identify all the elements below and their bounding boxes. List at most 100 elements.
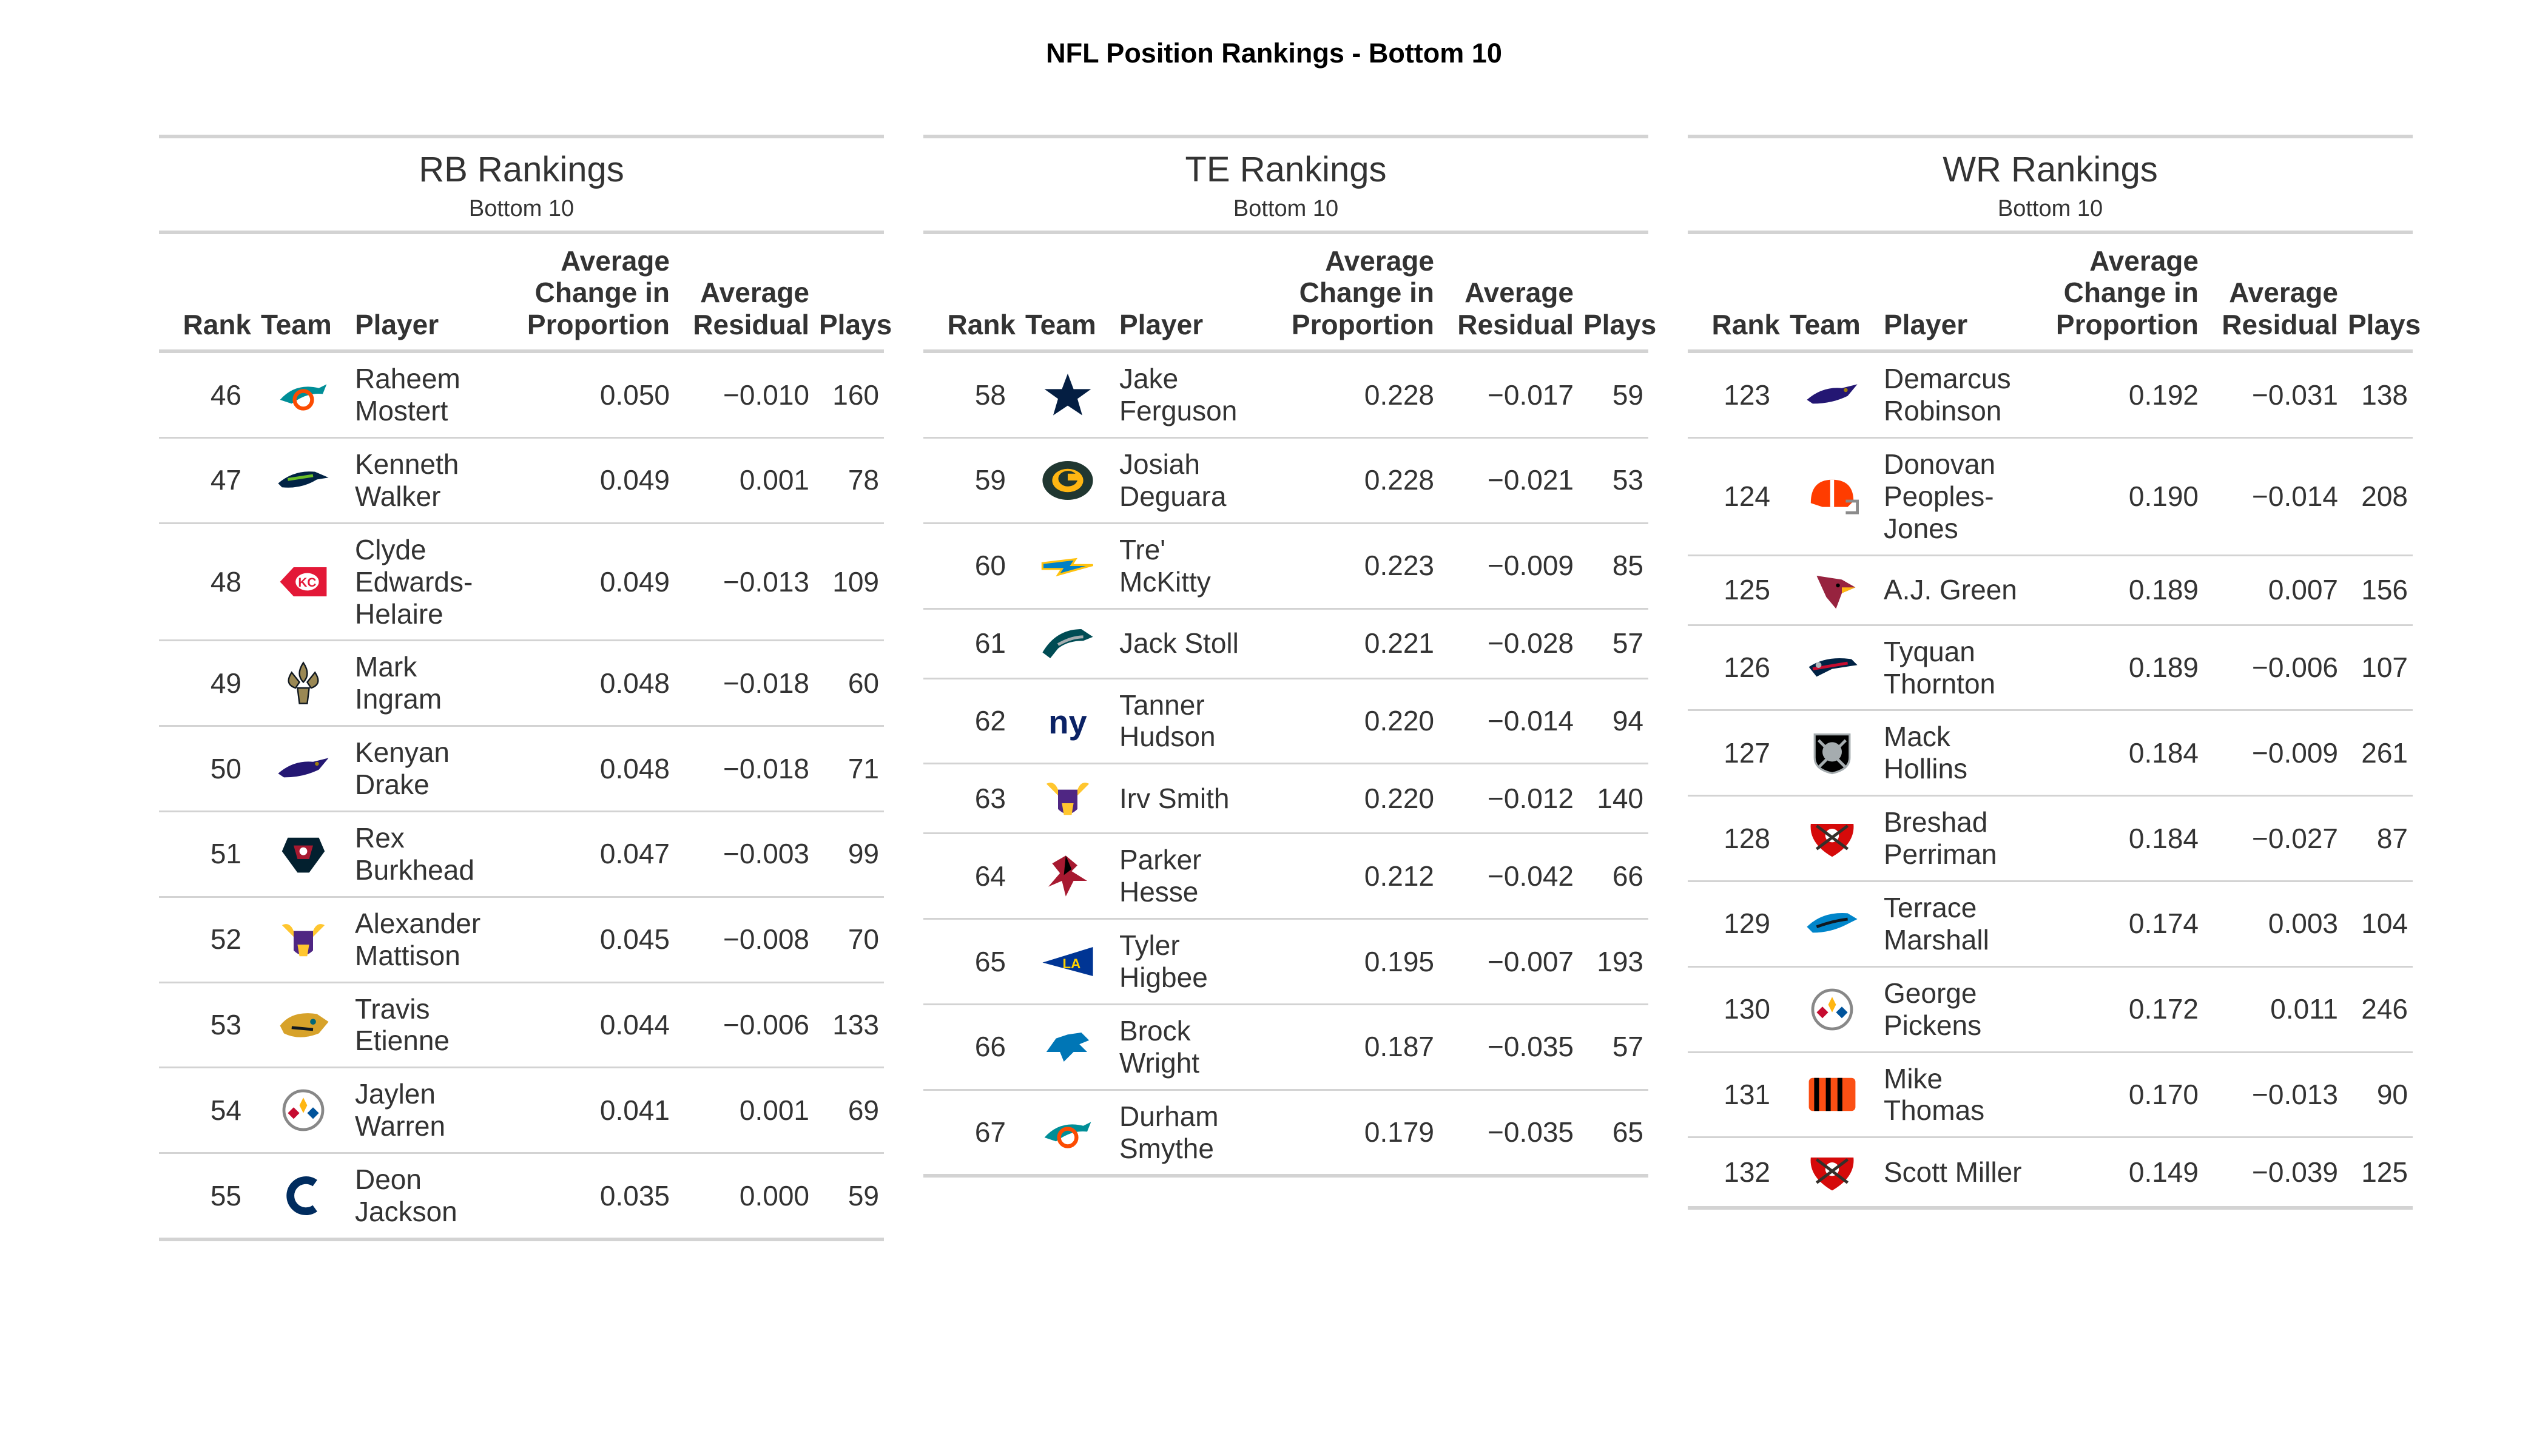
avg-change-cell: 0.170 (2031, 1052, 2203, 1139)
bengals-logo-icon (1803, 1070, 1861, 1119)
panthers-logo-icon (1803, 900, 1861, 948)
cowboys-logo-icon (1039, 371, 1097, 419)
player-cell: A.J. Green (1879, 555, 2031, 626)
table-row: 53 Travis Etienne 0.044 −0.006 133 (159, 982, 884, 1069)
header-team: Team (1785, 234, 1879, 354)
player-cell: Donovan Peoples-Jones (1879, 437, 2031, 556)
plays-cell: 246 (2343, 966, 2413, 1053)
player-cell: Tanner Hudson (1114, 678, 1266, 765)
avg-change-cell: 0.049 (502, 437, 675, 524)
team-cell (1785, 795, 1879, 882)
player-cell: Durham Smythe (1114, 1090, 1266, 1178)
player-cell: Jack Stoll (1114, 608, 1266, 679)
player-cell: Jake Ferguson (1114, 351, 1266, 439)
avg-change-cell: 0.172 (2031, 966, 2203, 1053)
player-cell: Breshad Perriman (1879, 795, 2031, 882)
saints-logo-icon (274, 659, 332, 707)
avg-change-cell: 0.041 (502, 1067, 675, 1154)
rankings-table: Rank Team Player Average Change in Propo… (159, 234, 892, 1241)
header-rank: Rank (159, 234, 256, 354)
player-cell: Clyde Edwards-Helaire (350, 523, 502, 642)
avg-residual-cell: −0.010 (675, 351, 814, 439)
avg-change-cell: 0.050 (502, 351, 675, 439)
avg-residual-cell: −0.027 (2203, 795, 2343, 882)
avg-residual-cell: −0.031 (2203, 351, 2343, 439)
lions-logo-icon (1039, 1023, 1097, 1071)
rank-cell: 52 (159, 897, 256, 983)
panel-rb: RB Rankings Bottom 10 Rank Team Player A… (159, 135, 892, 1241)
team-cell (256, 437, 350, 524)
rank-cell: 123 (1688, 351, 1785, 439)
plays-cell: 99 (814, 811, 884, 898)
avg-change-cell: 0.190 (2031, 437, 2203, 556)
panel-header: RB Rankings Bottom 10 (159, 135, 884, 234)
panel-subtitle: Bottom 10 (1233, 195, 1339, 221)
player-cell: Terrace Marshall (1879, 881, 2031, 968)
table-row: 67 Durham Smythe 0.179 −0.035 65 (923, 1090, 1648, 1178)
table-row: 47 Kenneth Walker 0.049 0.001 78 (159, 437, 884, 524)
player-cell: Demarcus Robinson (1879, 351, 2031, 439)
avg-change-cell: 0.184 (2031, 710, 2203, 797)
texans-logo-icon (274, 830, 332, 878)
plays-cell: 156 (2343, 555, 2413, 626)
player-cell: Brock Wright (1114, 1004, 1266, 1091)
avg-change-cell: 0.189 (2031, 625, 2203, 712)
avg-residual-cell: −0.012 (1439, 763, 1579, 835)
header-team: Team (1020, 234, 1114, 354)
steelers-logo-icon (1803, 985, 1861, 1034)
avg-residual-cell: −0.009 (2203, 710, 2343, 797)
table-row: 60 Tre' McKitty 0.223 −0.009 85 (923, 523, 1648, 610)
rank-cell: 62 (923, 678, 1020, 765)
panel-title: WR Rankings (1943, 150, 2158, 189)
patriots-logo-icon (1803, 644, 1861, 692)
avg-residual-cell: −0.009 (1439, 523, 1579, 610)
plays-cell: 125 (2343, 1137, 2413, 1210)
header-plays: Plays (2343, 234, 2421, 354)
header-avg-change: Average Change in Proportion (2031, 234, 2203, 354)
player-cell: Tyquan Thornton (1879, 625, 2031, 712)
avg-change-cell: 0.212 (1266, 833, 1439, 920)
team-cell (1020, 833, 1114, 920)
rank-cell: 131 (1688, 1052, 1785, 1139)
avg-residual-cell: −0.013 (675, 523, 814, 642)
chargers-logo-icon (1039, 542, 1097, 590)
rank-cell: 130 (1688, 966, 1785, 1053)
table-row: 49 Mark Ingram 0.048 −0.018 60 (159, 640, 884, 727)
rank-cell: 49 (159, 640, 256, 727)
rank-cell: 48 (159, 523, 256, 642)
plays-cell: 53 (1579, 437, 1648, 524)
colts-logo-icon (274, 1171, 332, 1220)
plays-cell: 94 (1579, 678, 1648, 765)
table-row: 128 Breshad Perriman 0.184 −0.027 87 (1688, 795, 2413, 882)
vikings-logo-icon (274, 915, 332, 964)
table-row: 59 Josiah Deguara 0.228 −0.021 53 (923, 437, 1648, 524)
chiefs-logo-icon: KC (274, 558, 332, 606)
team-cell (256, 897, 350, 983)
header-player: Player (1114, 234, 1266, 354)
cardinals-logo-icon (1803, 566, 1861, 615)
chart-title: NFL Position Rankings - Bottom 10 (1046, 38, 1502, 69)
plays-cell: 59 (1579, 351, 1648, 439)
rank-cell: 54 (159, 1067, 256, 1154)
rank-cell: 66 (923, 1004, 1020, 1091)
eagles-logo-icon (1039, 619, 1097, 668)
avg-change-cell: 0.223 (1266, 523, 1439, 610)
plays-cell: 78 (814, 437, 884, 524)
team-cell (1020, 351, 1114, 439)
team-cell (256, 351, 350, 439)
avg-change-cell: 0.228 (1266, 437, 1439, 524)
rank-cell: 47 (159, 437, 256, 524)
team-cell (1785, 555, 1879, 626)
avg-residual-cell: −0.006 (675, 982, 814, 1069)
rank-cell: 125 (1688, 555, 1785, 626)
table-row: 131 Mike Thomas 0.170 −0.013 90 (1688, 1052, 2413, 1139)
team-cell (1785, 966, 1879, 1053)
header-team: Team (256, 234, 350, 354)
rank-cell: 46 (159, 351, 256, 439)
avg-change-cell: 0.048 (502, 640, 675, 727)
avg-change-cell: 0.035 (502, 1153, 675, 1241)
rankings-table: Rank Team Player Average Change in Propo… (923, 234, 1656, 1178)
team-cell (1785, 881, 1879, 968)
avg-change-cell: 0.195 (1266, 918, 1439, 1005)
rank-cell: 60 (923, 523, 1020, 610)
